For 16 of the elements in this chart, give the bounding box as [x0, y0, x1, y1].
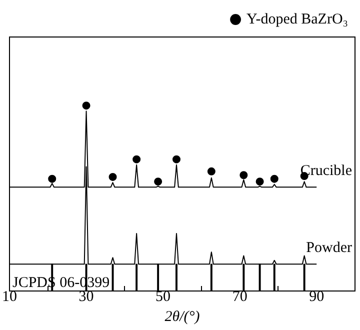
point	[207, 167, 216, 176]
x-tick-label: 10	[2, 288, 17, 305]
series-label: Crucible	[300, 163, 352, 180]
x-axis-title: 2θ/(°)	[164, 308, 200, 325]
series-label: Powder	[306, 240, 352, 256]
point	[48, 174, 56, 183]
point	[82, 102, 90, 110]
point	[240, 171, 248, 180]
point	[172, 155, 180, 164]
point	[270, 174, 278, 183]
point	[154, 178, 162, 186]
point	[108, 172, 117, 181]
point	[256, 178, 264, 186]
point	[132, 155, 141, 164]
legend-label: Y-doped BaZrO₃	[246, 11, 348, 28]
x-tick-label: 90	[309, 288, 324, 305]
